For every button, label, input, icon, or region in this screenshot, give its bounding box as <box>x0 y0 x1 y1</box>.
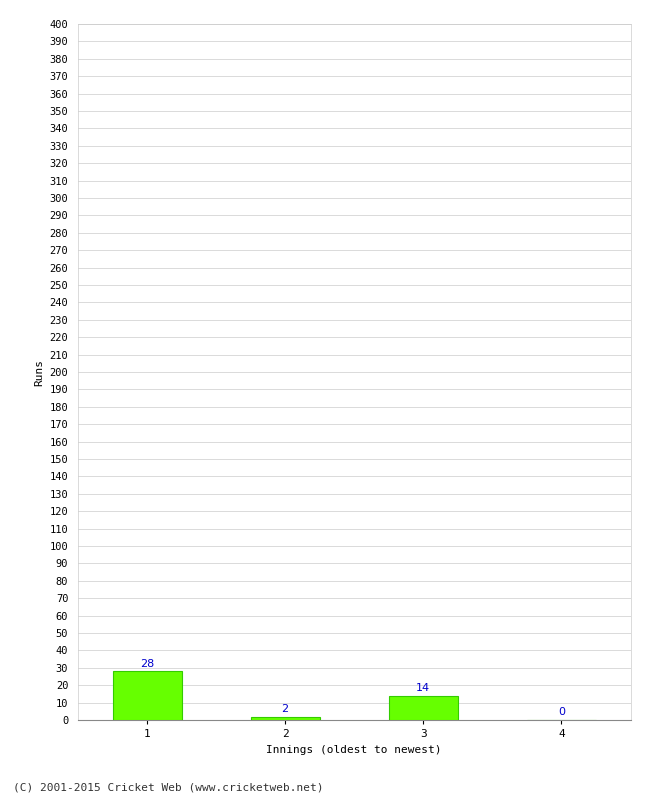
Y-axis label: Runs: Runs <box>34 358 44 386</box>
Text: 2: 2 <box>281 704 289 714</box>
Bar <box>389 696 458 720</box>
X-axis label: Innings (oldest to newest): Innings (oldest to newest) <box>266 745 442 754</box>
Text: 28: 28 <box>140 658 154 669</box>
Bar <box>251 717 320 720</box>
Text: 0: 0 <box>558 707 565 718</box>
Text: 14: 14 <box>416 683 430 693</box>
Bar <box>112 671 181 720</box>
Text: (C) 2001-2015 Cricket Web (www.cricketweb.net): (C) 2001-2015 Cricket Web (www.cricketwe… <box>13 782 324 792</box>
